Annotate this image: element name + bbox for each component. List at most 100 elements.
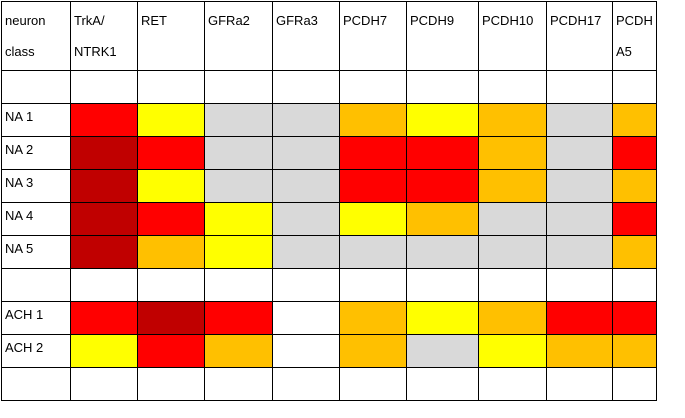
header-text: GFRa2 [208, 13, 250, 28]
expression-cell [406, 103, 479, 137]
expression-cell [137, 70, 205, 104]
header-text: PCDH17 [550, 13, 602, 28]
expression-cell [478, 70, 547, 104]
expression-cell [70, 334, 138, 368]
expression-cell [137, 202, 205, 236]
expression-cell [406, 70, 479, 104]
expression-cell [339, 136, 407, 170]
expression-cell [272, 202, 340, 236]
expression-cell [406, 301, 479, 335]
expression-cell [546, 136, 613, 170]
expression-cell [612, 70, 657, 104]
header-text: PCDH10 [482, 13, 534, 28]
expression-cell [204, 136, 273, 170]
expression-cell [204, 268, 273, 302]
expression-cell [137, 136, 205, 170]
expression-cell [137, 235, 205, 269]
expression-cell [406, 334, 479, 368]
header-text: NTRK1 [74, 44, 117, 59]
expression-cell [546, 235, 613, 269]
expression-cell [339, 202, 407, 236]
expression-cell [406, 235, 479, 269]
row-label: ACH 1 [1, 301, 71, 335]
header-row: neuron class TrkA/NTRK1 RET GFRa2 GFRa3 P… [1, 1, 657, 71]
header-pcdha5: PCDH A5 [612, 1, 657, 71]
expression-cell [272, 136, 340, 170]
expression-cell [339, 235, 407, 269]
expression-cell [406, 202, 479, 236]
row-label [1, 268, 71, 302]
header-text: RET [141, 13, 167, 28]
expression-cell [478, 268, 547, 302]
expression-cell [137, 367, 205, 401]
expression-cell [70, 136, 138, 170]
expression-cell [339, 301, 407, 335]
expression-cell [272, 367, 340, 401]
table-row [1, 70, 657, 104]
header-text: class [5, 44, 35, 59]
expression-cell [137, 169, 205, 203]
expression-cell [478, 334, 547, 368]
expression-cell [478, 367, 547, 401]
header-pcdh10: PCDH10 [478, 1, 547, 71]
expression-cell [612, 103, 657, 137]
header-text: GFRa3 [276, 13, 318, 28]
expression-cell [612, 367, 657, 401]
table-row [1, 268, 657, 302]
expression-cell [272, 268, 340, 302]
expression-cell [70, 367, 138, 401]
expression-cell [272, 301, 340, 335]
expression-cell [546, 169, 613, 203]
expression-cell [339, 334, 407, 368]
header-text: PCDH9 [410, 13, 455, 28]
expression-cell [70, 301, 138, 335]
table-row: ACH 2 [1, 334, 657, 368]
table-row: ACH 1 [1, 301, 657, 335]
expression-cell [70, 268, 138, 302]
expression-cell [478, 301, 547, 335]
expression-cell [204, 103, 273, 137]
expression-cell [272, 334, 340, 368]
expression-cell [204, 301, 273, 335]
expression-cell [546, 268, 613, 302]
header-text: A5 [616, 44, 632, 59]
expression-cell [70, 103, 138, 137]
expression-cell [478, 103, 547, 137]
expression-cell [478, 202, 547, 236]
row-label: NA 2 [1, 136, 71, 170]
table-row: NA 1 [1, 103, 657, 137]
expression-cell [612, 202, 657, 236]
table-row: NA 2 [1, 136, 657, 170]
header-text: PCDH [616, 13, 653, 28]
expression-cell [204, 235, 273, 269]
row-label: NA 3 [1, 169, 71, 203]
expression-cell [272, 235, 340, 269]
header-ret: RET [137, 1, 205, 71]
row-label [1, 70, 71, 104]
expression-cell [406, 367, 479, 401]
expression-cell [339, 268, 407, 302]
expression-cell [339, 70, 407, 104]
expression-cell [406, 169, 479, 203]
expression-cell [546, 367, 613, 401]
expression-cell [546, 334, 613, 368]
expression-cell [272, 169, 340, 203]
expression-cell [272, 70, 340, 104]
header-trka: TrkA/NTRK1 [70, 1, 138, 71]
expression-cell [339, 103, 407, 137]
expression-cell [70, 70, 138, 104]
row-label: ACH 2 [1, 334, 71, 368]
expression-cell [406, 268, 479, 302]
expression-cell [612, 235, 657, 269]
header-pcdh7: PCDH7 [339, 1, 407, 71]
expression-cell [546, 70, 613, 104]
expression-cell [612, 136, 657, 170]
expression-cell [204, 70, 273, 104]
expression-cell [612, 334, 657, 368]
table-row: NA 5 [1, 235, 657, 269]
expression-cell [272, 103, 340, 137]
expression-cell [70, 202, 138, 236]
header-text: PCDH7 [343, 13, 388, 28]
expression-cell [546, 202, 613, 236]
expression-cell [612, 268, 657, 302]
